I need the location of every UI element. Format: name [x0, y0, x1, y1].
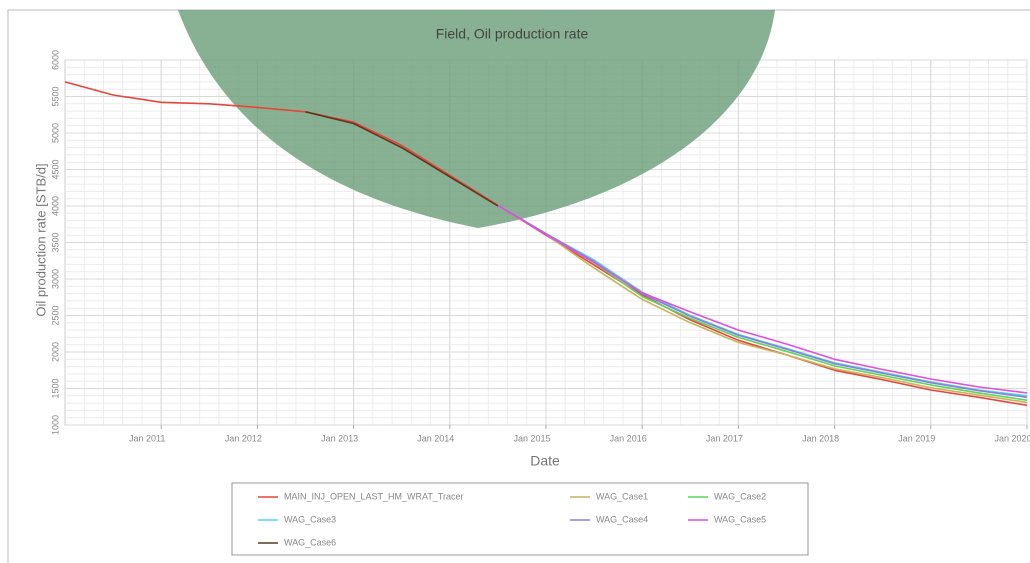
chart-title: Field, Oil production rate — [436, 26, 589, 42]
x-tick-label: Jan 2018 — [802, 433, 839, 443]
x-axis-label: Date — [530, 453, 560, 469]
legend-label: WAG_Case3 — [284, 514, 336, 524]
y-axis-label: Oil production rate [STB/d] — [33, 163, 48, 316]
legend-label: MAIN_INJ_OPEN_LAST_HM_WRAT_Tracer — [284, 491, 464, 501]
y-tick-label: 2000 — [50, 342, 60, 362]
y-tick-label: 3500 — [50, 232, 60, 252]
x-tick-label: Jan 2019 — [898, 433, 935, 443]
legend-label: WAG_Case2 — [714, 491, 766, 501]
x-tick-label: Jan 2016 — [610, 433, 647, 443]
y-tick-label: 2500 — [50, 305, 60, 325]
x-tick-label: Jan 2015 — [513, 433, 550, 443]
legend-label: WAG_Case5 — [714, 514, 766, 524]
x-tick-label: Jan 2013 — [321, 433, 358, 443]
x-tick-label: Jan 2014 — [417, 433, 454, 443]
x-tick-label: Jan 2020 — [994, 433, 1030, 443]
chart: 1000 1500 2000 2500 3000 3500 4000 4500 5000 5500… — [0, 0, 1030, 563]
y-tick-label: 5500 — [50, 86, 60, 106]
x-tick-label: Jan 2011 — [129, 433, 165, 443]
x-tick-label: Jan 2012 — [225, 433, 262, 443]
y-tick-label: 1500 — [50, 378, 60, 398]
y-tick-label: 3000 — [50, 269, 60, 289]
x-tick-label: Jan 2017 — [706, 433, 743, 443]
legend-label: WAG_Case1 — [596, 491, 648, 501]
legend-label: WAG_Case4 — [596, 514, 648, 524]
y-tick-label: 4500 — [50, 159, 60, 179]
y-tick-label: 4000 — [50, 196, 60, 216]
y-tick-label: 1000 — [50, 415, 60, 435]
legend-label: WAG_Case6 — [284, 537, 336, 547]
y-tick-label: 5000 — [50, 123, 60, 143]
y-tick-label: 6000 — [50, 50, 60, 70]
